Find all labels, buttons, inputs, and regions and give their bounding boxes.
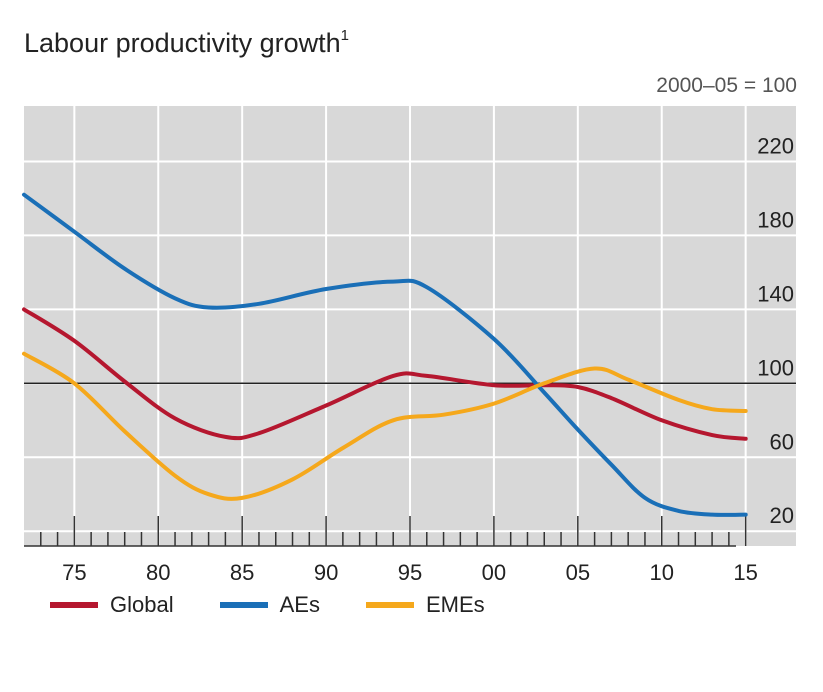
y-tick-label: 20 [770, 503, 794, 528]
legend-item-global: Global [50, 592, 174, 618]
legend-swatch-aes [219, 602, 268, 608]
x-tick-label: 00 [482, 560, 506, 585]
axis-ticks [24, 516, 747, 547]
x-tick-label: 95 [398, 560, 422, 585]
x-tick-label: 10 [649, 560, 673, 585]
title-footnote: 1 [340, 27, 350, 44]
legend: Global AEs EMEs [50, 592, 531, 618]
unit-label: 2000–05 = 100 [656, 74, 797, 97]
series-lines [22, 192, 748, 517]
x-tick-label: 85 [230, 560, 254, 585]
legend-swatch-global [50, 602, 98, 608]
y-tick-label: 220 [757, 133, 794, 158]
chart-title: Labour productivity growth1 [24, 27, 350, 59]
y-tick-labels: 20 60 100 140 180 220 [757, 133, 794, 528]
legend-item-emes: EMEs [365, 592, 485, 618]
legend-swatch-emes [365, 602, 414, 608]
y-tick-label: 100 [757, 355, 794, 380]
y-tick-label: 60 [770, 429, 794, 454]
series-line-global [22, 307, 748, 441]
x-tick-label: 80 [146, 560, 170, 585]
series-line-aes [22, 192, 748, 517]
legend-label-aes: AEs [279, 592, 320, 617]
legend-label-emes: EMEs [425, 592, 485, 617]
legend-label-global: Global [110, 592, 174, 617]
x-tick-label: 15 [733, 560, 757, 585]
legend-item-aes: AEs [219, 592, 320, 618]
y-tick-label: 180 [757, 207, 794, 232]
x-tick-label: 05 [566, 560, 590, 585]
y-tick-label: 140 [757, 281, 794, 306]
chart-title-text: Labour productivity growth [24, 28, 341, 58]
x-tick-labels: 75 80 85 90 95 00 05 10 15 [62, 560, 758, 585]
series-line-emes [22, 351, 748, 501]
x-tick-label: 75 [62, 560, 86, 585]
x-tick-label: 90 [314, 560, 338, 585]
